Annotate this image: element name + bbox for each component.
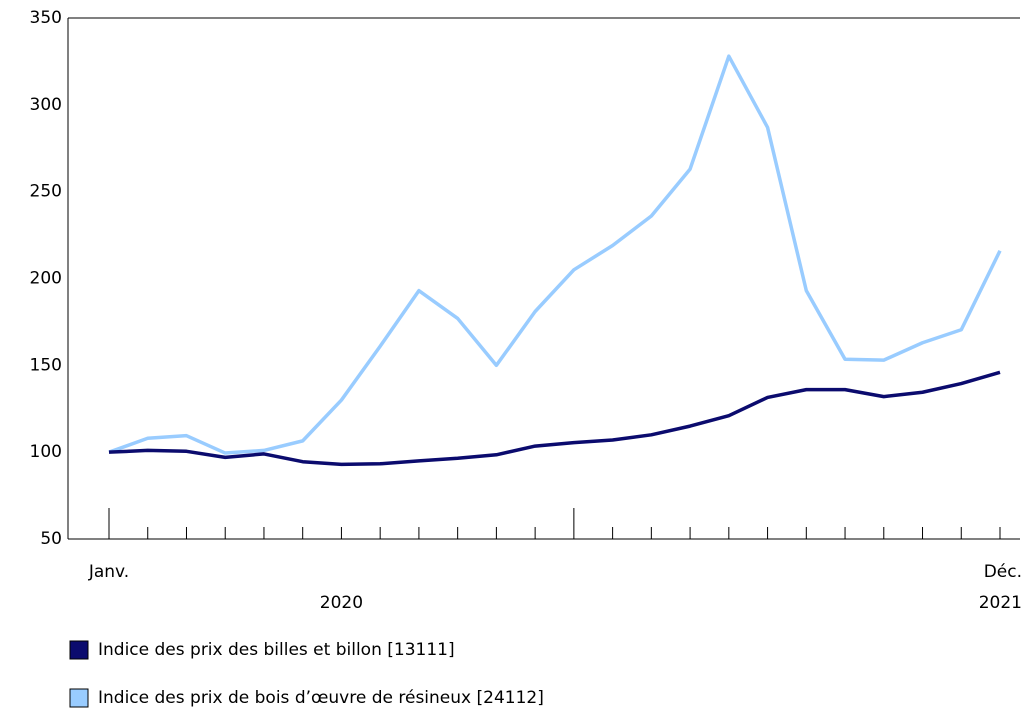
year-label: 2021 bbox=[979, 593, 1022, 613]
y-tick-label: 250 bbox=[30, 182, 62, 202]
y-tick-label: 300 bbox=[30, 95, 62, 115]
data-line bbox=[108, 54, 1002, 455]
x-tick-label: Déc. bbox=[984, 562, 1022, 582]
y-tick-label: 200 bbox=[30, 269, 62, 289]
legend-swatch bbox=[69, 688, 89, 708]
x-tick-label: Janv. bbox=[88, 562, 129, 582]
year-label: 2020 bbox=[320, 593, 363, 613]
y-tick-label: 350 bbox=[30, 8, 62, 28]
y-tick-label: 50 bbox=[40, 529, 62, 549]
legend-label: Indice des prix de bois d’œuvre de résin… bbox=[98, 688, 544, 708]
legend-swatch bbox=[69, 640, 89, 660]
y-tick-label: 100 bbox=[30, 442, 62, 462]
legend-label: Indice des prix des billes et billon [13… bbox=[98, 640, 455, 660]
data-line bbox=[108, 370, 1001, 467]
y-tick-label: 150 bbox=[30, 355, 62, 375]
